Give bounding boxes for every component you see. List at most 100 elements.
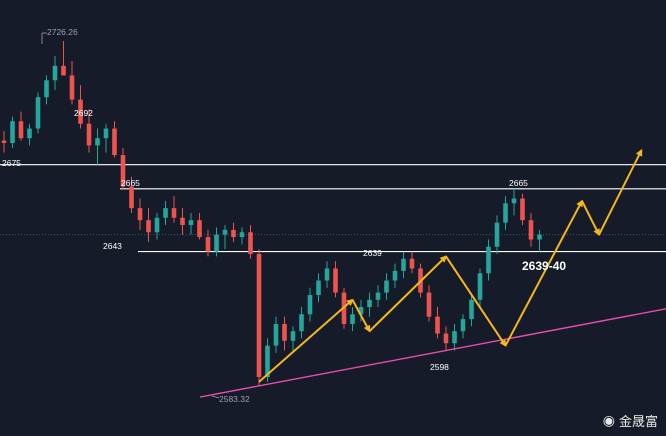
candle-body — [248, 232, 253, 254]
candle-1 — [10, 116, 15, 148]
candle-body — [265, 345, 270, 377]
candle-5 — [44, 75, 49, 105]
candle-body — [494, 222, 500, 247]
candle-body — [358, 307, 364, 315]
candle-9 — [78, 85, 83, 129]
candle-17 — [146, 208, 151, 242]
candle-body — [18, 121, 24, 139]
candle-53 — [452, 323, 457, 351]
candle-59 — [503, 196, 508, 230]
candle-body — [503, 203, 508, 223]
candle-63 — [537, 229, 542, 252]
candle-37 — [316, 273, 321, 303]
candle-56 — [477, 268, 483, 308]
candle-34 — [290, 326, 296, 353]
candle-55 — [469, 294, 474, 327]
move-arrow-6 — [598, 148, 643, 236]
support-trendline — [199, 308, 666, 398]
arrows-layer — [258, 148, 643, 383]
candle-19 — [163, 200, 168, 226]
candle-4 — [35, 92, 41, 134]
annotation-low-8: 2583.32 — [219, 394, 250, 404]
candle-body — [282, 323, 287, 341]
candle-body — [95, 138, 100, 146]
annotation-high-0: 2726.26 — [47, 27, 78, 37]
candle-body — [52, 65, 58, 81]
watermark-text: 金晟富 — [618, 415, 658, 430]
annotation-point-7: 2598 — [430, 362, 449, 372]
candle-39 — [333, 261, 338, 298]
levels-layer — [0, 164, 666, 253]
candle-body — [367, 299, 372, 308]
candle-26 — [222, 225, 228, 250]
candle-45 — [384, 273, 389, 300]
candle-2 — [18, 111, 24, 141]
candle-51 — [435, 307, 440, 339]
candle-22 — [188, 212, 194, 235]
move-arrow-2 — [368, 255, 448, 332]
candle-6 — [52, 56, 58, 90]
candle-50 — [426, 285, 432, 322]
candle-14 — [120, 147, 126, 189]
candle-body — [443, 333, 449, 344]
candle-48 — [409, 251, 415, 274]
trendline-layer — [199, 308, 666, 398]
candle-58 — [494, 215, 500, 254]
labels-layer: 2726.26 2692 2675 2665 2643 2639 2665 2598 2583.… — [2, 27, 566, 404]
candle-33 — [282, 316, 287, 351]
candle-38 — [324, 261, 330, 288]
candle-36 — [307, 287, 313, 322]
candle-body — [316, 280, 321, 295]
candle-body — [27, 128, 32, 139]
candle-57 — [486, 239, 491, 281]
candle-44 — [375, 285, 381, 308]
candle-3 — [27, 123, 32, 146]
candle-15 — [129, 176, 134, 213]
candle-body — [129, 186, 134, 209]
candle-20 — [171, 196, 177, 223]
candle-body — [231, 229, 236, 238]
candle-11 — [95, 128, 100, 165]
candle-35 — [299, 307, 304, 339]
candle-body — [520, 198, 525, 221]
candle-body — [163, 208, 168, 218]
candle-28 — [239, 227, 245, 245]
candle-body — [307, 294, 313, 315]
candle-body — [69, 75, 75, 100]
candle-body — [350, 314, 355, 324]
candle-body — [290, 331, 296, 341]
candle-29 — [248, 225, 253, 259]
sina-weibo-icon: ◉ — [602, 412, 615, 429]
candle-body — [333, 268, 338, 293]
candle-body — [222, 229, 228, 235]
candle-18 — [154, 212, 160, 240]
candle-body — [137, 208, 143, 221]
candle-body — [171, 208, 177, 218]
candle-body — [426, 292, 432, 317]
candle-27 — [231, 222, 236, 242]
candle-body — [1, 140, 7, 144]
candle-24 — [205, 229, 211, 257]
candle-body — [452, 331, 457, 344]
candle-body — [435, 316, 440, 334]
candle-body — [86, 123, 92, 146]
candle-body — [146, 220, 151, 233]
candle-8 — [69, 61, 75, 105]
annotation-point-6: 2665 — [509, 178, 528, 188]
candle-body — [256, 253, 262, 377]
candle-body — [469, 299, 474, 320]
candle-body — [384, 280, 389, 293]
candle-43 — [367, 292, 372, 317]
candle-46 — [392, 263, 398, 288]
candle-62 — [528, 212, 534, 247]
candle-body — [460, 319, 466, 332]
annotation-point-4: 2643 — [103, 241, 122, 251]
candle-body — [214, 234, 219, 252]
candle-body — [154, 217, 160, 233]
candle-54 — [460, 314, 466, 339]
candle-body — [401, 258, 406, 271]
candle-60 — [511, 188, 517, 216]
candle-body — [35, 97, 41, 129]
candle-body — [197, 220, 202, 238]
